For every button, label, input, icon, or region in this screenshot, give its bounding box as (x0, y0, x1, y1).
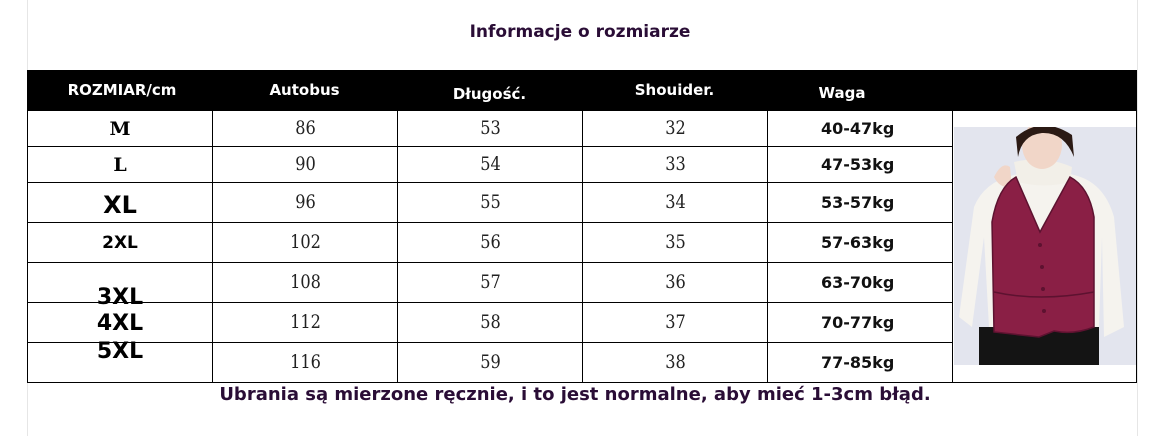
cell-length: 58 (480, 311, 501, 333)
measurement-note: Ubrania są mierzone ręcznie, i to jest n… (219, 384, 931, 405)
row-divider (28, 262, 953, 263)
divider (952, 111, 953, 382)
row-divider (28, 222, 953, 223)
cell-shoulder: 38 (665, 350, 686, 373)
size-label: M (109, 118, 131, 140)
cell-length: 53 (480, 117, 501, 139)
row-divider (28, 182, 953, 183)
divider (767, 111, 768, 382)
header-shoulder: Shouider. (634, 81, 715, 99)
page-title: Informacje o rozmiarze (469, 22, 691, 42)
cell-length: 57 (480, 271, 501, 293)
header-weight: Waga (818, 84, 866, 102)
header-bust: Autobus (269, 81, 340, 99)
cell-bust: 112 (290, 311, 321, 333)
row-divider (28, 302, 953, 303)
cell-length: 56 (480, 231, 501, 253)
size-label: XL (103, 191, 137, 219)
divider (582, 111, 583, 382)
cell-length: 55 (480, 191, 501, 213)
cell-shoulder: 32 (665, 117, 686, 139)
cell-weight: 77-85kg (821, 352, 895, 372)
cell-weight: 57-63kg (821, 233, 895, 252)
header-size: ROZMIAR/cm (67, 81, 177, 99)
cell-weight: 47-53kg (821, 155, 895, 174)
cell-shoulder: 35 (665, 231, 686, 253)
divider (212, 111, 213, 382)
cell-length: 54 (480, 153, 501, 175)
size-label: L (113, 154, 127, 176)
header-length: Długość. (452, 85, 527, 103)
cell-bust: 96 (295, 191, 316, 213)
cell-bust: 90 (295, 153, 316, 175)
cell-shoulder: 36 (665, 271, 686, 293)
cell-bust: 108 (290, 271, 321, 293)
cell-weight: 40-47kg (821, 119, 895, 138)
cell-shoulder: 33 (665, 153, 686, 175)
cell-weight: 53-57kg (821, 193, 895, 212)
cell-shoulder: 34 (665, 191, 686, 213)
cell-bust: 116 (290, 350, 321, 373)
divider (397, 111, 398, 382)
cell-weight: 63-70kg (821, 273, 895, 292)
size-table: M 86 53 32 40-47kg L 90 54 33 47-53kg XL 96 55 34 53-5… (27, 110, 1137, 383)
cell-bust: 102 (290, 231, 321, 253)
size-label: 5XL (96, 339, 144, 364)
product-photo (954, 127, 1136, 365)
size-label: 4XL (96, 311, 144, 336)
row-divider (28, 146, 953, 147)
row-divider (28, 342, 953, 343)
page-edge-right (1137, 0, 1138, 436)
size-label: 3XL (96, 285, 144, 310)
size-label: 2XL (102, 233, 138, 253)
cell-weight: 70-77kg (821, 313, 895, 332)
table-header: ROZMIAR/cm Autobus Długość. Shouider. Wa… (27, 70, 1137, 110)
cell-length: 59 (480, 350, 501, 373)
cell-shoulder: 37 (665, 311, 686, 333)
cell-bust: 86 (295, 117, 316, 139)
